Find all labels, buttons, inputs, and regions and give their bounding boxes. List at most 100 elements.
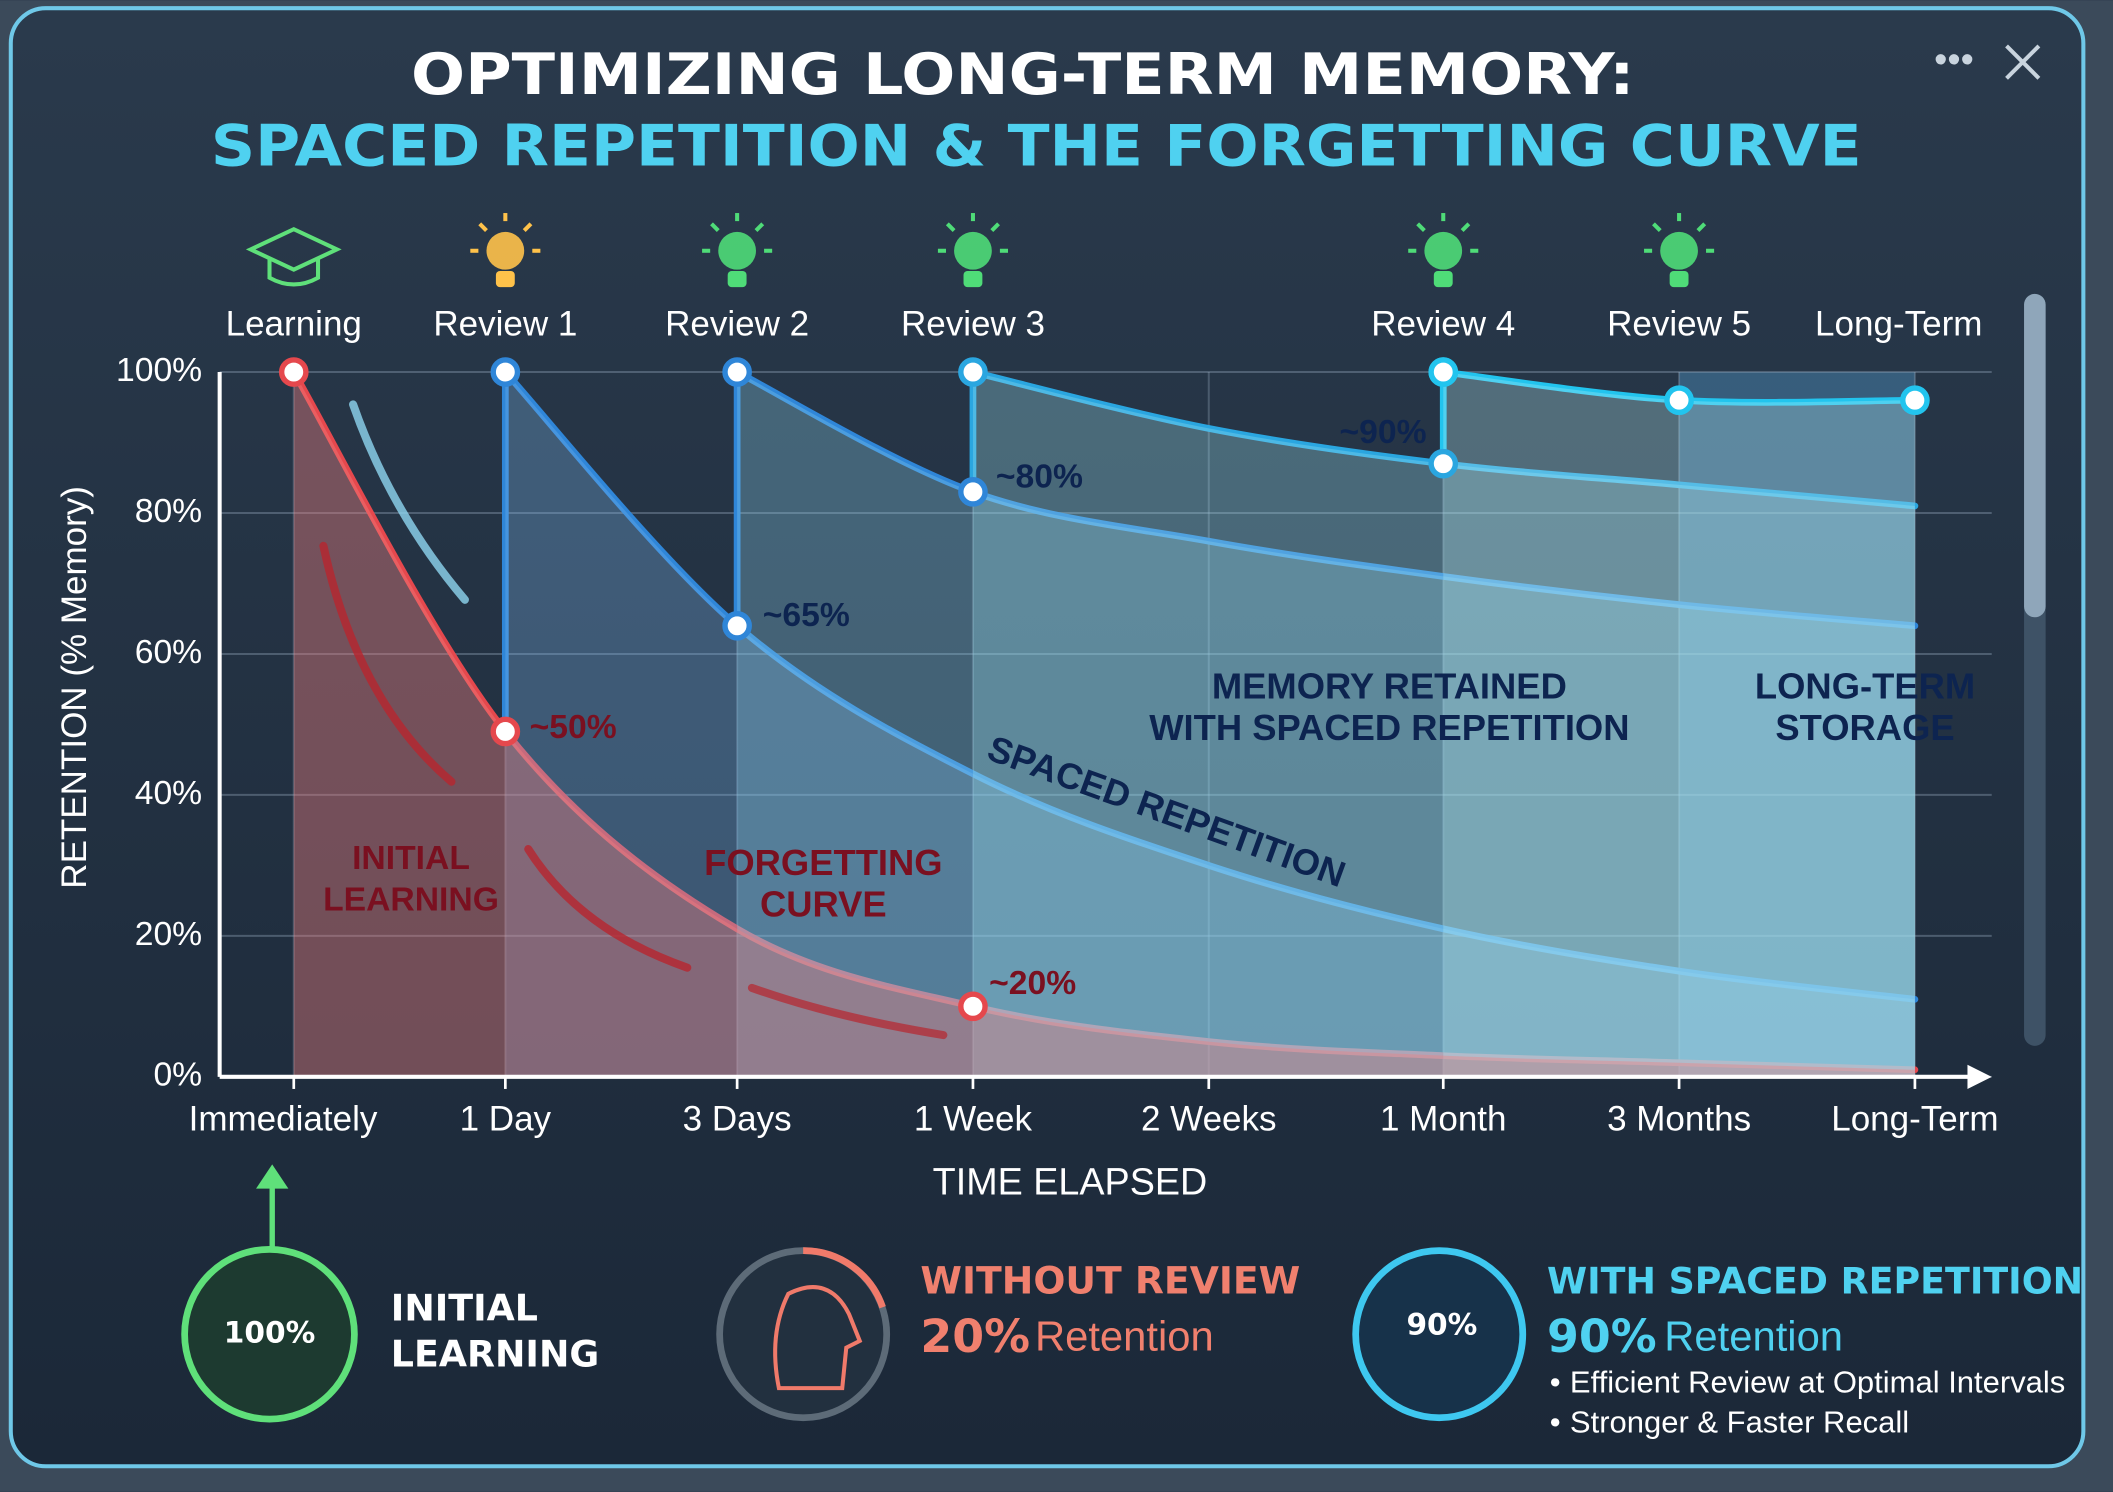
line	[733, 368, 1919, 630]
area	[293, 372, 1915, 1077]
with-badge-text: 90%	[1406, 1307, 1477, 1342]
without-text: Retention	[1035, 1313, 1214, 1360]
x-tick-label: 3 Months	[1607, 1100, 1751, 1139]
arrow	[319, 541, 456, 786]
x-axis-label: TIME ELAPSED	[933, 1161, 1208, 1203]
bulb-icon	[954, 231, 992, 270]
bulb-ray	[1652, 222, 1662, 232]
head-icon	[773, 1285, 863, 1391]
arrow	[747, 983, 948, 1040]
x-tick-label: Long-Term	[1831, 1100, 1998, 1139]
annotation: ~65%	[763, 597, 850, 634]
point	[490, 357, 521, 387]
point	[958, 477, 988, 507]
point	[1664, 385, 1694, 416]
initial-title: INITIAL	[391, 1286, 538, 1329]
bulb-base	[1433, 270, 1453, 288]
annotation: LONG-TERM	[1755, 665, 1975, 706]
bulb-base	[727, 270, 747, 288]
point	[722, 357, 752, 387]
arrow	[524, 845, 692, 972]
without-ring	[803, 1247, 886, 1309]
stage-label: Long-Term	[1815, 304, 1982, 343]
area	[505, 372, 1915, 1077]
point	[278, 357, 309, 387]
bulb-ray	[754, 222, 765, 232]
chart-title: OPTIMIZING LONG-TERM MEMORY:	[411, 42, 1635, 108]
bulb-ray	[478, 222, 488, 232]
x-tick-label: 1 Month	[1380, 1100, 1507, 1139]
annotation: LEARNING	[323, 882, 499, 919]
annotation: ~80%	[996, 458, 1083, 495]
stage-label: Learning	[226, 304, 362, 343]
x-tick-label: 3 Days	[683, 1100, 792, 1139]
with-badge	[1352, 1247, 1527, 1422]
bulb-base	[963, 270, 983, 288]
x-tick-label: 2 Weeks	[1141, 1100, 1277, 1139]
point	[1428, 448, 1459, 479]
more-button[interactable]: •••	[1934, 38, 1974, 80]
annotation: STORAGE	[1775, 707, 1954, 748]
annotation: INITIAL	[352, 840, 470, 877]
stage-label: Review 4	[1371, 304, 1515, 343]
bullet-dot: •	[1550, 1364, 1561, 1399]
close-button[interactable]	[2005, 44, 2041, 80]
annotation: MEMORY RETAINED	[1212, 665, 1567, 706]
stage-label: Review 5	[1607, 304, 1751, 343]
y-tick-label: 60%	[135, 634, 202, 671]
bulb-base	[1669, 270, 1689, 288]
chart-subtitle: SPACED REPETITION & THE FORGETTING CURVE	[211, 113, 1862, 179]
cap-icon	[245, 226, 342, 287]
x-tick-label: Immediately	[189, 1100, 378, 1139]
stage-label: Review 1	[433, 304, 577, 343]
point	[722, 610, 752, 641]
y-tick-label: 40%	[135, 775, 202, 812]
series-lines	[290, 368, 1919, 1074]
initial-badge-text: 100%	[224, 1315, 316, 1350]
bulb-ray	[522, 222, 533, 232]
with-text: Retention	[1664, 1313, 1843, 1360]
area	[1443, 372, 1915, 1077]
annotation: CURVE	[760, 884, 887, 925]
annotation: WITH SPACED REPETITION	[1149, 707, 1629, 748]
point	[1428, 357, 1459, 387]
scroll-thumb[interactable]	[2024, 293, 2046, 618]
bullet: Efficient Review at Optimal Intervals	[1570, 1364, 2065, 1399]
bulb-ray	[1696, 222, 1707, 232]
line	[501, 368, 1919, 1003]
bullet-dot: •	[1550, 1405, 1561, 1440]
annotation: ~90%	[1339, 414, 1426, 451]
bulb-icon	[486, 231, 525, 270]
point	[1900, 385, 1930, 416]
flow-arrows	[319, 400, 948, 1040]
x-axis-arrow	[1967, 1064, 1992, 1089]
stage-label: Review 3	[901, 304, 1045, 343]
up-arrow-head	[256, 1164, 289, 1189]
point	[490, 716, 521, 747]
bulb-ray	[945, 222, 956, 232]
bulb-ray	[990, 222, 1000, 232]
bulb-base	[495, 270, 515, 288]
initial-badge	[181, 1245, 358, 1423]
plot: 0% 20% 40% 60% 80% 100% Immediately 1 Day 3 Days…	[116, 213, 1999, 1139]
bulb-icon	[1660, 231, 1698, 270]
without-title: WITHOUT REVIEW	[920, 1259, 1300, 1303]
point	[958, 357, 988, 387]
area	[737, 372, 1915, 1077]
area	[972, 372, 1915, 1077]
bulb-icon	[1424, 231, 1463, 270]
panel	[8, 6, 2086, 1469]
x-tick-label: 1 Day	[460, 1100, 552, 1139]
bullet: Stronger & Faster Recall	[1570, 1405, 1909, 1440]
annotation: ~20%	[989, 965, 1076, 1002]
bulb-icon	[718, 231, 756, 270]
stage-label: Review 2	[665, 304, 809, 343]
y-tick-label: 20%	[135, 916, 202, 953]
annotation: ~50%	[530, 709, 617, 746]
close-stroke[interactable]	[2005, 44, 2041, 80]
y-tick-label: 80%	[135, 493, 202, 530]
with-title: WITH SPACED REPETITION	[1547, 1260, 2083, 1303]
annotation: FORGETTING	[704, 842, 942, 883]
arrow	[349, 400, 469, 604]
